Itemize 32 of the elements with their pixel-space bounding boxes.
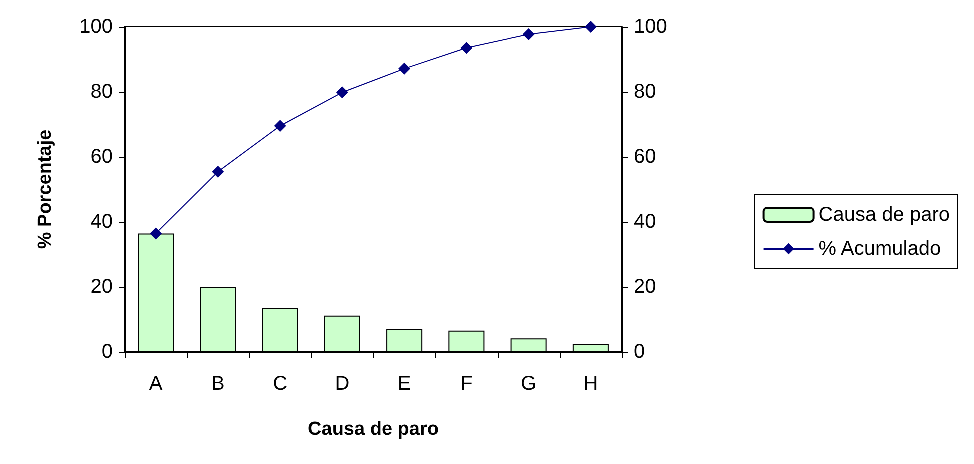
x-tick-label: E	[398, 373, 412, 395]
point	[150, 228, 162, 240]
x-tick-label: A	[149, 373, 164, 395]
y-tick-label: 0	[102, 341, 113, 363]
y-tick-label: 40	[90, 211, 113, 233]
x-tick-label: G	[521, 373, 537, 395]
point	[522, 28, 535, 40]
y-tick-label: 100	[80, 16, 113, 38]
y-axis-title: % Porcentaje	[35, 130, 56, 250]
y2-tick-label: 80	[634, 81, 656, 103]
x-tick-label: H	[584, 373, 598, 395]
point	[460, 42, 473, 54]
x-axis-title: Causa de paro	[308, 419, 439, 440]
point	[336, 86, 348, 99]
y2-tick-label: 0	[634, 341, 646, 363]
x-tick-label: C	[273, 373, 288, 395]
y2-tick-label: 20	[634, 276, 656, 298]
y2-tick-label: 100	[634, 16, 668, 38]
point	[274, 120, 286, 132]
point	[212, 166, 224, 178]
x-tick-label: D	[335, 373, 350, 395]
y2-tick-label: 40	[634, 211, 656, 233]
y-tick-label: 60	[90, 146, 113, 168]
y2-tick-label: 60	[634, 146, 656, 168]
x-tick-label: B	[212, 373, 225, 395]
point	[398, 62, 411, 75]
x-tick-label: F	[460, 373, 473, 395]
y-tick-label: 80	[90, 81, 113, 103]
legend-label: Causa de paro	[818, 204, 950, 226]
y-tick-label: 20	[90, 276, 113, 298]
point	[584, 21, 597, 33]
legend-label: % Acumulado	[818, 238, 942, 260]
